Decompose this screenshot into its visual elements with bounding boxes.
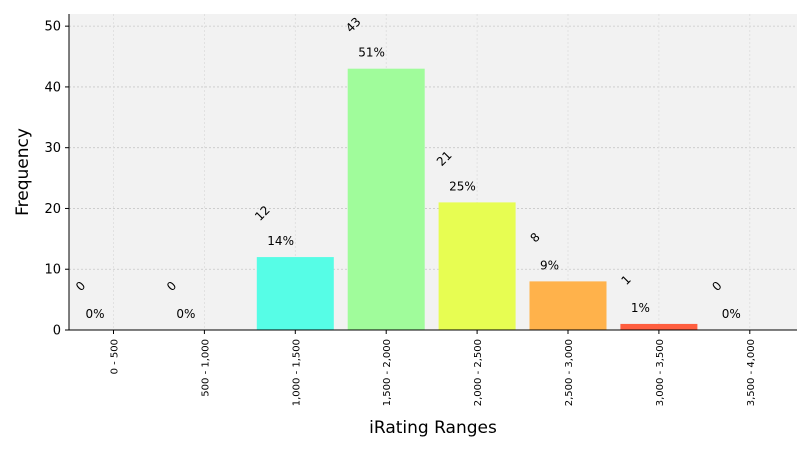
percent-label: 0%	[176, 307, 195, 321]
percent-label: 1%	[631, 301, 650, 315]
y-tick-label: 50	[44, 20, 61, 35]
percent-label: 0%	[722, 307, 741, 321]
y-tick-label: 40	[44, 80, 61, 95]
y-tick-label: 10	[44, 263, 61, 278]
bar	[438, 202, 516, 330]
x-tick-label: 0 - 500	[110, 339, 121, 374]
x-tick-label: 1,000 - 1,500	[291, 339, 302, 406]
x-tick-label: 2,000 - 2,500	[473, 339, 484, 406]
x-axis-title: iRating Ranges	[369, 418, 497, 438]
x-tick-label: 1,500 - 2,000	[382, 339, 393, 406]
y-axis-title: Frequency	[13, 128, 33, 216]
plot-background	[69, 14, 797, 330]
tick-layer: 0 10 20 30 40 50 0 - 500 500 - 1,000 1,000 - 1,5…	[44, 20, 756, 407]
bar	[620, 323, 698, 330]
x-tick-label: 500 - 1,000	[200, 339, 211, 397]
percent-label: 25%	[449, 179, 476, 193]
bar	[347, 68, 425, 330]
y-tick-label: 20	[44, 202, 61, 217]
percent-label: 14%	[267, 234, 294, 248]
y-tick-label: 0	[53, 324, 61, 339]
x-tick-label: 2,500 - 3,000	[564, 339, 575, 406]
x-tick-label: 3,500 - 4,000	[746, 339, 757, 406]
x-tick-label: 3,000 - 3,500	[655, 339, 666, 406]
bar	[256, 257, 334, 330]
percent-label: 51%	[358, 46, 385, 60]
grid-layer	[69, 14, 797, 330]
axis-layer	[68, 14, 797, 331]
bar	[529, 281, 607, 330]
bar-layer	[256, 68, 698, 330]
percent-label: 9%	[540, 258, 559, 272]
y-tick-label: 30	[44, 141, 61, 156]
percent-label: 0%	[86, 307, 105, 321]
